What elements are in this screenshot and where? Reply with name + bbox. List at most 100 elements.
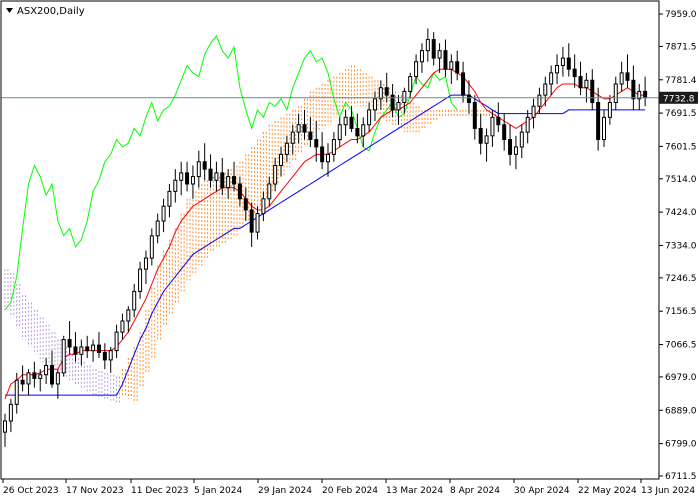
candle-body-down [455, 61, 460, 74]
candle-body-down [320, 146, 325, 163]
candle-body-up [155, 220, 160, 237]
candle-body-up [167, 190, 172, 207]
candle-body-down [102, 351, 107, 361]
candle-body-up [637, 90, 642, 100]
candle-body-up [267, 183, 272, 200]
candle [26, 369, 31, 396]
candle [220, 158, 225, 196]
candle [214, 161, 219, 192]
candle-body-down [643, 90, 648, 99]
candle-body-up [126, 309, 131, 322]
candle-body-up [555, 64, 560, 74]
x-tick-label: 13 Jun 2024 [641, 486, 695, 496]
dropdown-triangle-icon[interactable] [6, 8, 13, 13]
candle-body-up [326, 153, 330, 163]
candle [91, 339, 96, 362]
candle [560, 46, 565, 77]
candle-body-up [161, 205, 166, 222]
candle [390, 83, 395, 118]
candle [132, 283, 137, 318]
candle-body-down [185, 172, 190, 185]
tenkan-sen-line [4, 68, 646, 399]
candle-body-up [619, 72, 624, 85]
candle [143, 250, 148, 284]
candle-body-down [249, 209, 254, 233]
y-axis: 7959.0 7871.5 7781.4 7691.5 7601.5 7514.0 7424… [659, 10, 697, 482]
candle [126, 306, 131, 333]
candle-body-up [290, 131, 295, 144]
x-axis: 26 Oct 2023 17 Nov 2023 11 Dec 2023 5 Jan 2… [2, 479, 695, 496]
candle-body-down [631, 79, 636, 100]
candle [49, 350, 54, 388]
candle [85, 335, 90, 359]
y-tick-label: 7959.0 [665, 10, 697, 20]
candle-body-up [396, 102, 401, 111]
candle-body-down [625, 72, 630, 81]
candle-body-up [519, 131, 524, 148]
candle-body-up [372, 98, 377, 111]
candle-body-up [607, 102, 612, 118]
candle-body-up [143, 257, 148, 270]
x-tick-label: 22 May 2024 [578, 486, 637, 496]
candle [320, 132, 325, 170]
candle-body-down [220, 172, 225, 189]
candle-body-up [8, 403, 13, 422]
candle [279, 146, 284, 177]
x-tick-label: 8 Apr 2024 [450, 486, 500, 496]
candle [372, 91, 377, 122]
candle [102, 343, 107, 370]
candle [290, 124, 295, 155]
candle [502, 113, 507, 151]
candle-body-up [14, 379, 19, 405]
chikou-span-line [4, 34, 458, 311]
candle-body-up [79, 346, 84, 355]
candle-body-up [261, 198, 266, 215]
candle-body-up [549, 72, 554, 85]
candle [531, 98, 536, 129]
candle [38, 369, 43, 392]
x-tick-label: 13 Mar 2024 [386, 486, 443, 496]
candle-body-down [355, 127, 360, 137]
candle-body-up [214, 172, 219, 181]
candle-body-down [431, 39, 436, 59]
candle-body-up [537, 94, 542, 107]
candle [566, 43, 571, 77]
candle [355, 113, 360, 144]
candle [367, 102, 372, 133]
candle [73, 332, 78, 362]
candle-body-down [466, 94, 471, 104]
candle [302, 109, 307, 140]
candle [114, 324, 119, 359]
kijun-sen-line [5, 94, 646, 396]
candle-body-up [414, 61, 419, 78]
candle-body-up [91, 344, 96, 352]
candle [326, 143, 330, 177]
current-price-tag: 7732.8 [659, 91, 698, 104]
y-tick-label: 7066.5 [665, 341, 697, 351]
candle-body-up [602, 116, 607, 141]
candle-body-up [367, 109, 372, 126]
candle [343, 109, 348, 136]
candle [32, 361, 37, 388]
candle-body-down [232, 176, 237, 185]
y-tick-label: 6711.5 [665, 472, 697, 482]
candle-body-up [273, 164, 278, 185]
candle-body-down [314, 139, 319, 148]
candle [378, 80, 383, 110]
candle-body-up [108, 350, 113, 361]
candle [337, 117, 342, 147]
candle-body-down [502, 124, 507, 141]
candle-body-up [531, 105, 536, 118]
candle-body-down [478, 127, 483, 144]
plot-frame [0, 0, 660, 480]
candle-body-down [85, 346, 90, 352]
candle-body-down [578, 76, 583, 89]
candle-body-up [196, 161, 201, 178]
candle [296, 113, 301, 144]
candle-body-up [361, 124, 366, 137]
candle-body-up [584, 79, 589, 89]
candle [437, 43, 442, 73]
candle-body-up [38, 374, 43, 379]
candle [490, 109, 495, 147]
